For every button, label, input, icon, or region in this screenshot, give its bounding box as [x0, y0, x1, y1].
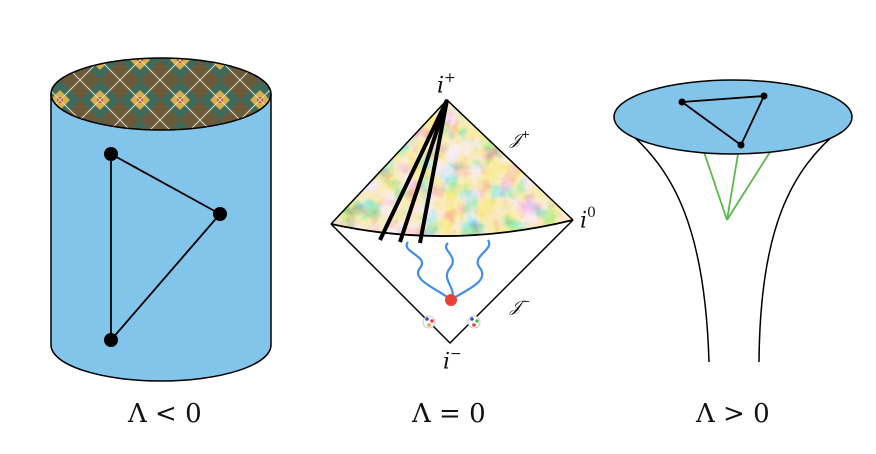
wavy-propagators	[405, 239, 491, 301]
label-scri-minus: 𝒥−	[510, 295, 531, 316]
boundary-point-3	[104, 333, 118, 347]
future-boundary-cmb-surface	[614, 80, 852, 154]
bulk-green-geodesics	[703, 151, 771, 221]
thick-geodesics	[378, 99, 449, 244]
caption-ds: Λ > 0	[696, 399, 770, 429]
boundary-triangle	[678, 92, 768, 149]
in-particle-right	[467, 315, 481, 329]
boundary-point-2	[213, 207, 227, 221]
label-i-minus: i−	[443, 346, 462, 375]
witten-diagram-triangle	[104, 147, 227, 347]
cylinder-outline	[50, 94, 272, 382]
penrose-diagram	[330, 98, 574, 345]
null-infinity-cmb-surface	[331, 100, 573, 237]
escher-disk-top	[50, 57, 272, 131]
label-scri-plus: 𝒥+	[510, 128, 531, 149]
past-light-cone	[330, 219, 574, 345]
label-i-plus: i+	[437, 70, 456, 99]
caption-flat: Λ = 0	[412, 399, 486, 429]
caption-ads: Λ < 0	[128, 399, 202, 429]
label-i-zero: i0	[580, 205, 596, 234]
in-particle-left	[422, 315, 436, 329]
cylinder-cmb-surface	[51, 94, 271, 381]
ads-cylinder	[50, 57, 272, 382]
boundary-point-1	[104, 147, 118, 161]
de-sitter-trumpet	[613, 79, 853, 363]
interaction-vertex	[445, 294, 457, 306]
